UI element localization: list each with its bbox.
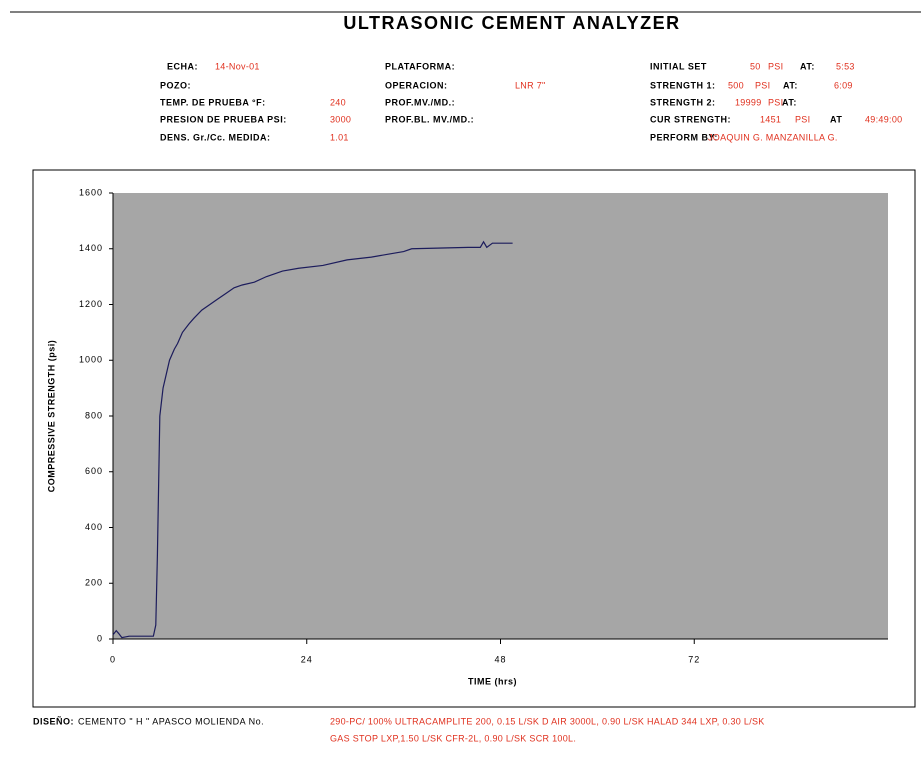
field-value: JOAQUIN G. MANZANILLA G. bbox=[708, 132, 838, 142]
plot-area bbox=[113, 193, 888, 639]
field-label: OPERACION: bbox=[385, 80, 448, 90]
field-value: AT: bbox=[783, 80, 798, 90]
y-tick-label: 200 bbox=[85, 578, 103, 588]
field-value: 14-Nov-01 bbox=[215, 61, 260, 71]
field-value: LNR 7" bbox=[515, 80, 546, 90]
field-label: PLATAFORMA: bbox=[385, 61, 455, 71]
field-value: PSI bbox=[755, 80, 770, 90]
field-value: 6:09 bbox=[834, 80, 853, 90]
x-tick-label: 48 bbox=[494, 654, 506, 664]
field-label: CUR STRENGTH: bbox=[650, 114, 731, 124]
field-label: TEMP. DE PRUEBA °F: bbox=[160, 97, 266, 107]
field-value: 50 bbox=[750, 61, 761, 71]
y-tick-label: 800 bbox=[85, 410, 103, 420]
strength-curve bbox=[112, 240, 513, 639]
field-value: AT bbox=[830, 114, 842, 124]
y-tick-label: 600 bbox=[85, 466, 103, 476]
field-value: PSI bbox=[795, 114, 810, 124]
y-tick-label: 1000 bbox=[79, 355, 103, 365]
field-label: PROF.MV./MD.: bbox=[385, 97, 455, 107]
x-tick-label: 24 bbox=[301, 654, 313, 664]
footer-detail: 290-PC/ 100% ULTRACAMPLITE 200, 0.15 L/S… bbox=[330, 716, 765, 726]
field-label: POZO: bbox=[160, 80, 191, 90]
field-value: 49:49:00 bbox=[865, 114, 902, 124]
field-value: PSI bbox=[768, 61, 783, 71]
field-value: 1451 bbox=[760, 114, 781, 124]
field-label: ECHA: bbox=[167, 61, 198, 71]
field-label: INITIAL SET bbox=[650, 61, 707, 71]
field-label: PRESION DE PRUEBA PSI: bbox=[160, 114, 287, 124]
footer-text: CEMENTO " H " APASCO MOLIENDA No. bbox=[78, 716, 264, 726]
field-value: AT: bbox=[782, 97, 797, 107]
field-label: STRENGTH 2: bbox=[650, 97, 716, 107]
x-tick-label: 72 bbox=[688, 654, 700, 664]
field-label: PERFORM BY: bbox=[650, 132, 718, 142]
field-value: 3000 bbox=[330, 114, 351, 124]
y-tick-label: 1400 bbox=[79, 243, 103, 253]
field-label: DENS. Gr./Cc. MEDIDA: bbox=[160, 132, 271, 142]
footer-label: DISEÑO: bbox=[33, 716, 74, 726]
field-value: 500 bbox=[728, 80, 744, 90]
footer-detail: GAS STOP LXP,1.50 L/SK CFR-2L, 0.90 L/SK… bbox=[330, 733, 576, 743]
field-value: 5:53 bbox=[836, 61, 855, 71]
field-value: 1.01 bbox=[330, 132, 349, 142]
report-title: ULTRASONIC CEMENT ANALYZER bbox=[343, 13, 680, 33]
x-axis-label: TIME (hrs) bbox=[468, 676, 517, 686]
field-value: 19999 bbox=[735, 97, 762, 107]
y-axis-label: COMPRESSIVE STRENGTH (psi) bbox=[46, 340, 56, 493]
y-tick-label: 400 bbox=[85, 522, 103, 532]
field-value: 240 bbox=[330, 97, 346, 107]
field-label: PROF.BL. MV./MD.: bbox=[385, 114, 474, 124]
y-tick-label: 1200 bbox=[79, 299, 103, 309]
x-tick-label: 0 bbox=[110, 654, 116, 664]
field-value: AT: bbox=[800, 61, 815, 71]
y-tick-label: 0 bbox=[97, 633, 103, 643]
field-label: STRENGTH 1: bbox=[650, 80, 716, 90]
y-tick-label: 1600 bbox=[79, 187, 103, 197]
field-value: PSI bbox=[768, 97, 783, 107]
